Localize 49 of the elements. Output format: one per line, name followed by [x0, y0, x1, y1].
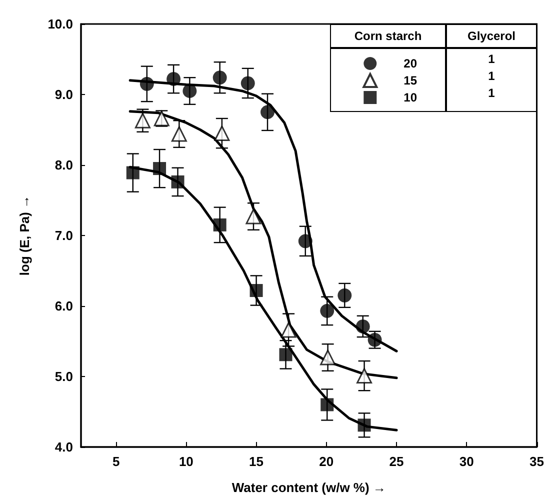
annotation: 1: [488, 69, 496, 83]
annotation: 1: [488, 52, 496, 66]
legend-label: 20: [404, 56, 418, 70]
y-tick-label: 8.0: [54, 158, 73, 172]
point: [214, 126, 230, 142]
point: [358, 418, 371, 432]
point: [171, 175, 184, 188]
y-tick-label: 9.0: [54, 87, 73, 102]
legend-title: Corn starch: [354, 29, 422, 43]
point: [279, 348, 292, 362]
legend-label: 10: [404, 90, 418, 104]
y-tick-label: 6.0: [54, 298, 73, 314]
y-tick-label: 10.0: [48, 16, 73, 32]
annotation: Glycerol: [467, 29, 516, 43]
point: [250, 284, 263, 297]
x-tick-label: 20: [319, 454, 334, 469]
x-tick-label: 5: [112, 454, 120, 469]
point: [320, 304, 334, 318]
y-tick-label: 4.0: [54, 440, 73, 454]
x-tick-label: 35: [530, 454, 544, 469]
x-tick-label: 10: [178, 454, 194, 469]
y-axis-title: log (E, Pa) →: [17, 195, 32, 276]
x-tick-label: 15: [249, 454, 264, 469]
point: [171, 126, 187, 142]
point: [260, 105, 275, 120]
x-axis-title: Water content (w/w %) →: [232, 480, 386, 495]
point: [140, 76, 154, 91]
legend-label: 15: [404, 74, 418, 88]
point: [153, 162, 166, 176]
x-tick-label: 25: [389, 454, 404, 469]
y-tick-label: 5.0: [54, 369, 73, 384]
point: [126, 166, 140, 180]
point: [280, 322, 296, 338]
point: [320, 350, 336, 366]
point: [182, 84, 197, 98]
point: [356, 368, 372, 384]
annotation: 1: [488, 86, 496, 100]
point: [240, 76, 255, 90]
x-tick-label: 30: [459, 454, 474, 469]
point: [246, 208, 262, 224]
point: [213, 218, 226, 232]
point: [298, 234, 312, 248]
point: [356, 319, 370, 334]
point: [320, 398, 334, 412]
point: [134, 112, 150, 128]
point: [166, 72, 181, 86]
point: [212, 70, 227, 85]
point: [338, 288, 352, 302]
y-tick-label: 7.0: [54, 228, 73, 243]
